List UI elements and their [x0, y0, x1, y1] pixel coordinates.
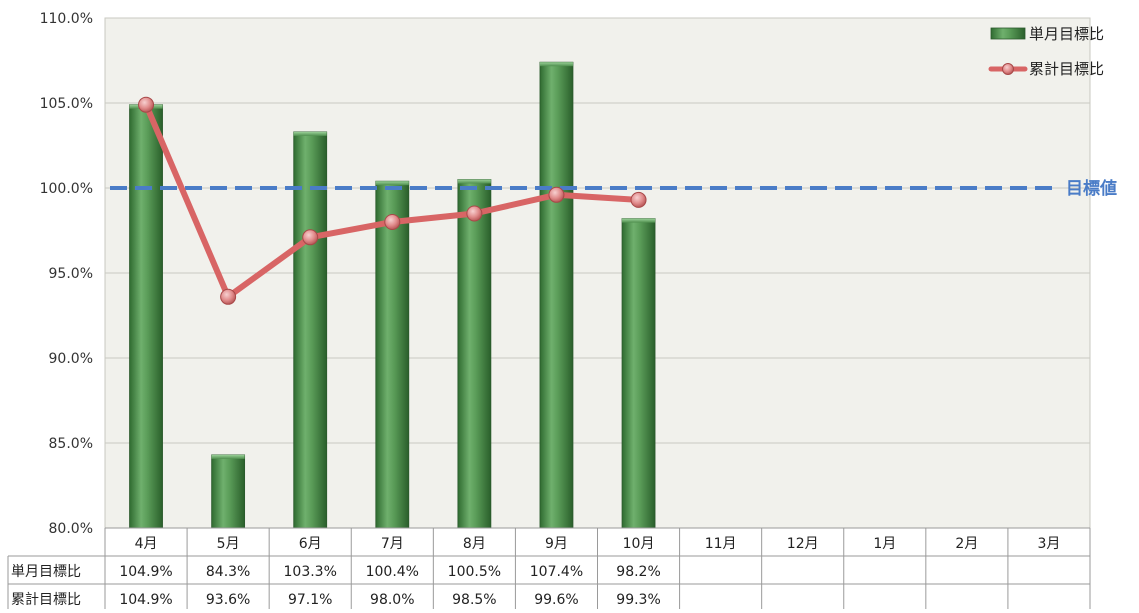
legend-label: 累計目標比 [1029, 60, 1104, 78]
bar-body [293, 131, 328, 529]
data-label: 93.6% [206, 592, 250, 608]
data-label: 99.3% [616, 592, 660, 608]
x-tick-label: 4月 [135, 536, 158, 552]
line-marker [466, 205, 483, 222]
line-marker [302, 229, 319, 246]
bar-cap [457, 179, 491, 184]
bar-cap [375, 181, 409, 186]
y-tick-label: 80.0% [49, 521, 93, 537]
x-tick-label: 1月 [873, 536, 896, 552]
data-label: 98.2% [616, 564, 660, 580]
legend-label: 単月目標比 [1029, 25, 1104, 43]
bar-cap [539, 62, 573, 67]
bar-body [129, 104, 163, 529]
x-tick-label: 9月 [545, 536, 568, 552]
data-label: 99.6% [534, 592, 578, 608]
y-tick-label: 100.0% [40, 181, 93, 197]
x-tick-label: 10月 [623, 536, 655, 552]
bar-body [539, 61, 574, 529]
target-label: 目標値 [1066, 178, 1117, 199]
line-series [138, 96, 647, 305]
data-label: 107.4% [530, 564, 583, 580]
y-tick-label: 90.0% [49, 351, 93, 367]
bar [539, 61, 574, 529]
data-label: 103.3% [284, 564, 337, 580]
data-label: 104.9% [119, 592, 172, 608]
y-axis: 80.0% 85.0% 90.0% 95.0% 100.0% 105.0% 110.0% [40, 11, 93, 537]
bar-cap [293, 131, 327, 136]
bar-body [621, 218, 656, 529]
x-tick-label: 6月 [299, 536, 322, 552]
bar [375, 180, 410, 529]
table-row-header: 単月目標比 [11, 564, 81, 580]
y-tick-label: 95.0% [49, 266, 93, 282]
line-marker [384, 214, 401, 230]
y-tick-label: 110.0% [40, 11, 93, 27]
y-tick-label: 85.0% [49, 436, 93, 452]
y-tick-label: 105.0% [40, 96, 93, 112]
data-label: 100.4% [366, 564, 419, 580]
bar [621, 218, 656, 529]
x-tick-label: 7月 [381, 536, 404, 552]
bar-series [129, 61, 656, 529]
data-label: 97.1% [288, 592, 332, 608]
x-tick-label: 5月 [217, 536, 240, 552]
target-line-group: 目標値 [110, 178, 1117, 199]
bar-body [375, 180, 410, 529]
line-marker [220, 288, 237, 305]
line-marker [138, 96, 155, 113]
bar-body [211, 454, 246, 529]
table-row-header: 累計目標比 [11, 592, 81, 608]
bar-cap [211, 454, 245, 459]
legend-line-marker [1002, 63, 1014, 75]
data-label: 100.5% [448, 564, 501, 580]
data-label: 104.9% [119, 564, 172, 580]
bar [129, 104, 163, 529]
x-tick-label: 12月 [787, 536, 819, 552]
line-marker [630, 191, 647, 208]
line-marker [548, 186, 565, 203]
x-tick-label: 2月 [955, 536, 978, 552]
bar-cap [622, 218, 656, 223]
bar [293, 131, 328, 529]
data-label: 84.3% [206, 564, 250, 580]
bar [211, 454, 246, 529]
x-tick-label: 3月 [1037, 536, 1060, 552]
legend-bar-swatch [990, 27, 1026, 40]
x-tick-label: 8月 [463, 536, 486, 552]
bar-body [457, 179, 492, 529]
data-label: 98.0% [370, 592, 414, 608]
x-tick-label: 11月 [705, 536, 737, 552]
data-label: 98.5% [452, 592, 496, 608]
bar [457, 179, 492, 529]
